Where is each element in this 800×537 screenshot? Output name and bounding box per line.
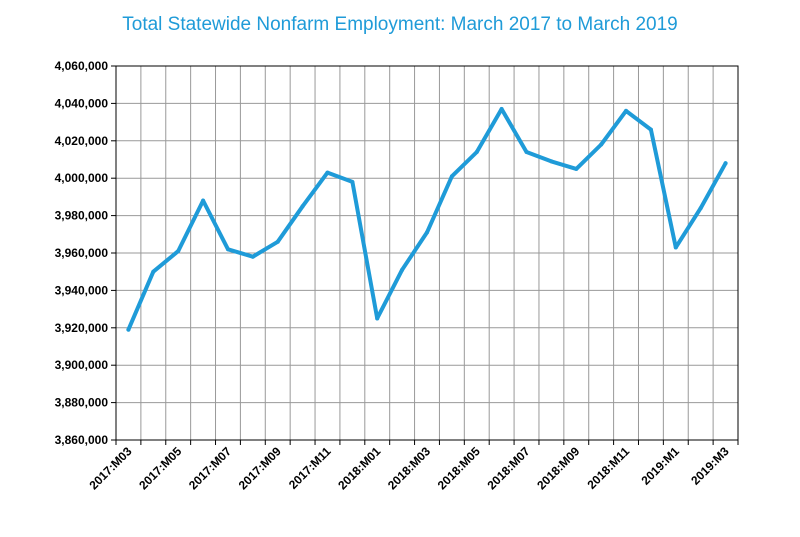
- x-tick-label: 2018:M11: [585, 444, 633, 492]
- data-point: [350, 179, 355, 184]
- x-axis-ticks: 2017:M03 2017:M05 2017:M07 2017:M09 2017:M11…: [86, 440, 739, 492]
- data-point: [250, 254, 255, 259]
- x-tick-label: 2018:M01: [335, 444, 383, 492]
- y-tick-label: 4,040,000: [55, 96, 109, 110]
- y-axis-ticks: 3,860,000 3,880,000 3,900,000 3,920,000 3,94…: [55, 59, 116, 447]
- data-point: [698, 206, 703, 211]
- data-point: [300, 204, 305, 209]
- y-tick-label: 4,060,000: [55, 59, 109, 73]
- data-point: [400, 267, 405, 272]
- data-point: [474, 150, 479, 155]
- x-tick-label: 2017:M09: [236, 444, 284, 492]
- y-tick-label: 4,020,000: [55, 134, 109, 148]
- y-tick-label: 4,000,000: [55, 171, 109, 185]
- y-tick-label: 3,860,000: [55, 433, 109, 447]
- y-tick-label: 3,920,000: [55, 321, 109, 335]
- data-point: [549, 159, 554, 164]
- x-tick-label: 2018:M05: [435, 444, 483, 492]
- series-layer: [126, 107, 728, 332]
- data-point: [723, 161, 728, 166]
- y-tick-label: 3,940,000: [55, 283, 109, 297]
- data-point: [375, 316, 380, 321]
- x-tick-label: 2019:M1: [639, 444, 683, 488]
- chart-title: Total Statewide Nonfarm Employment: Marc…: [122, 14, 678, 35]
- data-point: [126, 327, 131, 332]
- data-point: [275, 239, 280, 244]
- data-point: [176, 249, 181, 254]
- data-point: [225, 247, 230, 252]
- x-tick-label: 2017:M03: [86, 444, 134, 492]
- y-tick-label: 3,960,000: [55, 246, 109, 260]
- data-point: [325, 170, 330, 175]
- x-tick-label: 2018:M07: [485, 444, 533, 492]
- x-tick-label: 2017:M05: [136, 444, 184, 492]
- y-tick-label: 3,900,000: [55, 358, 109, 372]
- x-tick-label: 2019:M3: [688, 444, 732, 488]
- data-point: [624, 108, 629, 113]
- x-tick-label: 2017:M07: [186, 444, 234, 492]
- series-line: [126, 107, 728, 332]
- x-tick-label: 2018:M09: [534, 444, 582, 492]
- gridlines: [116, 65, 738, 441]
- data-point: [201, 198, 206, 203]
- data-point: [648, 127, 653, 132]
- x-tick-label: 2017:M11: [286, 444, 334, 492]
- data-point: [499, 107, 504, 112]
- data-point: [425, 230, 429, 235]
- y-tick-label: 3,980,000: [55, 209, 109, 223]
- y-tick-label: 3,880,000: [55, 396, 109, 410]
- data-point: [524, 150, 529, 155]
- data-point: [151, 269, 156, 274]
- data-point: [449, 174, 454, 179]
- x-tick-label: 2018:M03: [385, 444, 433, 492]
- data-point: [574, 166, 579, 171]
- data-point: [599, 142, 604, 147]
- data-point: [673, 245, 678, 250]
